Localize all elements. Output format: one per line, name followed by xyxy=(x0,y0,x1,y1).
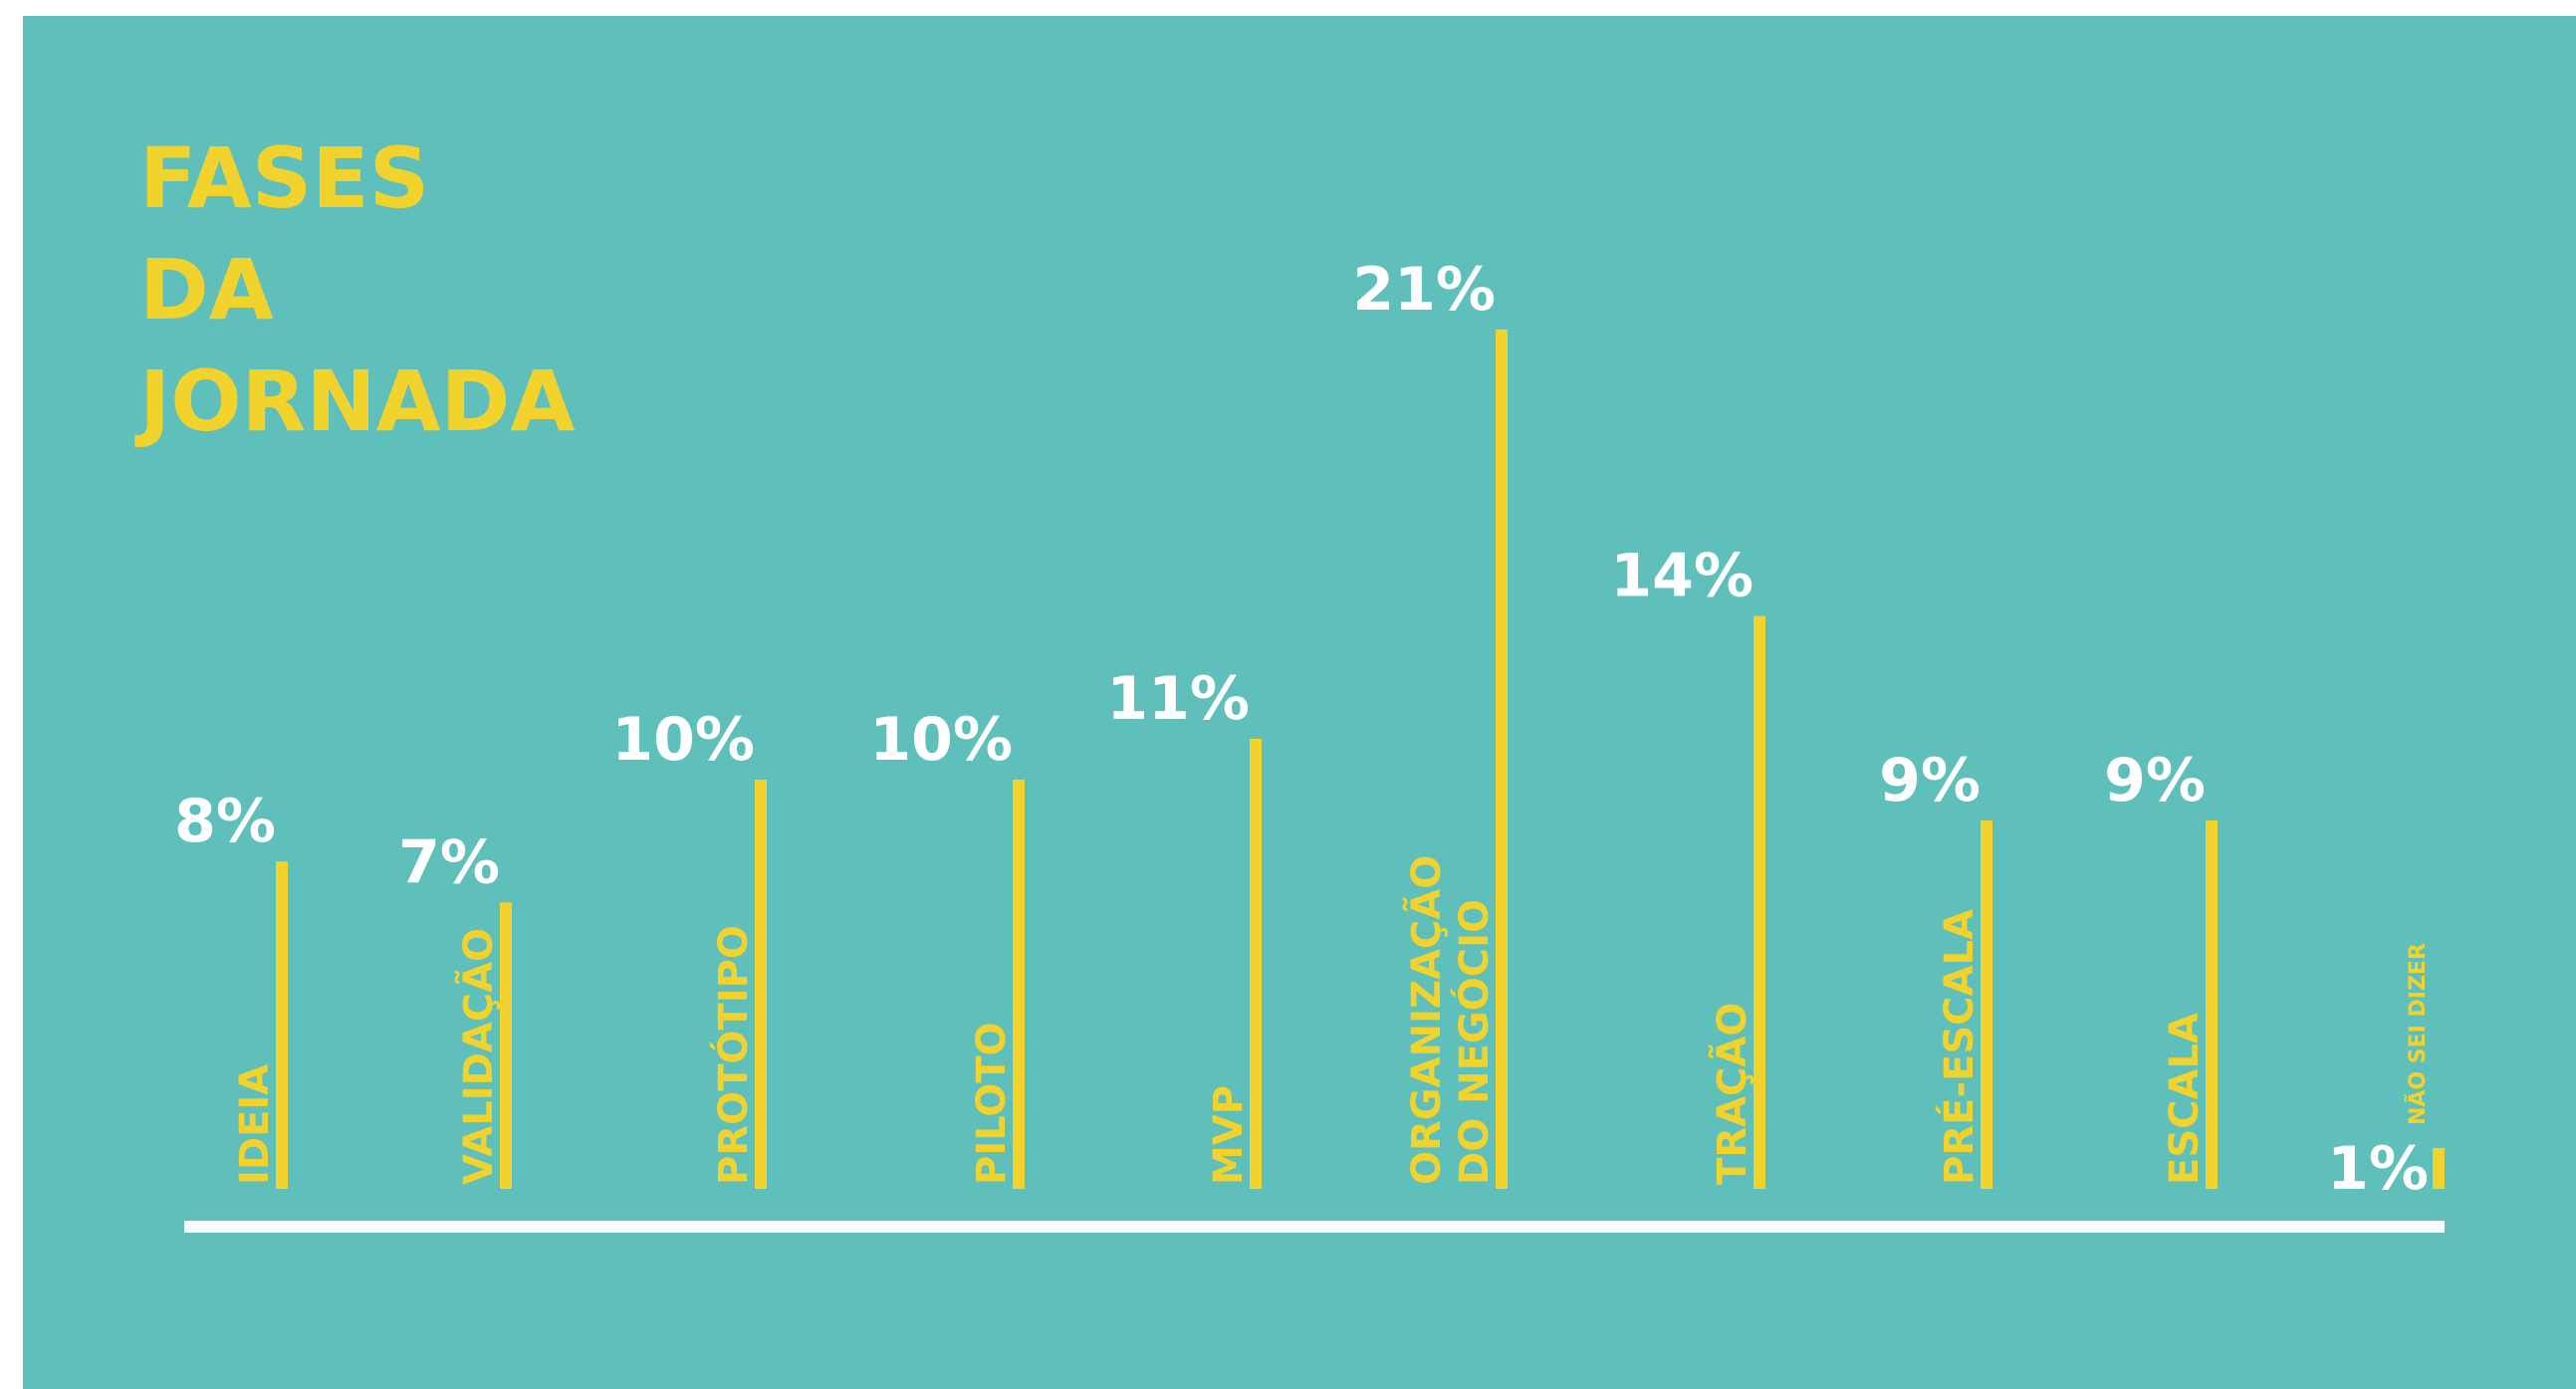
chart-marks: 8% IDEIA 7% VALIDAÇÃO 10% PROTÓTIPO 10% PILOTO 1… xyxy=(174,255,2445,1204)
category-label-3: PROTÓTIPO xyxy=(709,925,757,1185)
category-label-6-line-1: ORGANIZAÇÃO xyxy=(1401,855,1450,1185)
value-label-7: 14% xyxy=(1610,542,1754,611)
value-label-10: 1% xyxy=(2327,1134,2429,1204)
category-label-8: PRÉ-ESCALA xyxy=(1935,909,1983,1185)
value-label-5: 11% xyxy=(1106,664,1250,734)
category-label-5: MVP xyxy=(1206,1085,1252,1185)
bar-1 xyxy=(276,861,288,1189)
chart-panel xyxy=(23,16,2576,1389)
category-label-4: PILOTO xyxy=(969,1022,1015,1185)
bar-4 xyxy=(1013,780,1025,1189)
category-label-6-line-2: DO NEGÓCIO xyxy=(1450,899,1498,1185)
bar-6 xyxy=(1496,329,1508,1189)
bar-2 xyxy=(500,902,512,1189)
category-label-7: TRAÇÃO xyxy=(1707,1003,1756,1185)
bar-8 xyxy=(1981,820,1992,1189)
bar-5 xyxy=(1250,738,1262,1189)
chart-title-line-2: DA xyxy=(139,241,274,339)
value-label-4: 10% xyxy=(869,705,1013,775)
category-label-2: VALIDAÇÃO xyxy=(453,928,502,1185)
category-label-9: ESCALA xyxy=(2162,1013,2208,1185)
value-label-8: 9% xyxy=(1879,746,1981,815)
value-label-2: 7% xyxy=(398,827,500,897)
bar-9 xyxy=(2206,820,2218,1189)
chart-title-line-3: JORNADA xyxy=(134,352,575,450)
chart-title-line-1: FASES xyxy=(139,129,429,227)
value-label-1: 8% xyxy=(174,787,276,856)
chart-title: FASES DA JORNADA xyxy=(134,129,575,450)
bar-7 xyxy=(1754,615,1765,1189)
bar-3 xyxy=(755,780,767,1189)
category-label-10: NÃO SEI DIZER xyxy=(2405,943,2431,1125)
value-label-3: 10% xyxy=(611,705,755,775)
bar-10 xyxy=(2433,1147,2445,1189)
value-label-6: 21% xyxy=(1352,255,1496,325)
value-label-9: 9% xyxy=(2104,746,2206,815)
category-label-1: IDEIA xyxy=(232,1064,278,1185)
